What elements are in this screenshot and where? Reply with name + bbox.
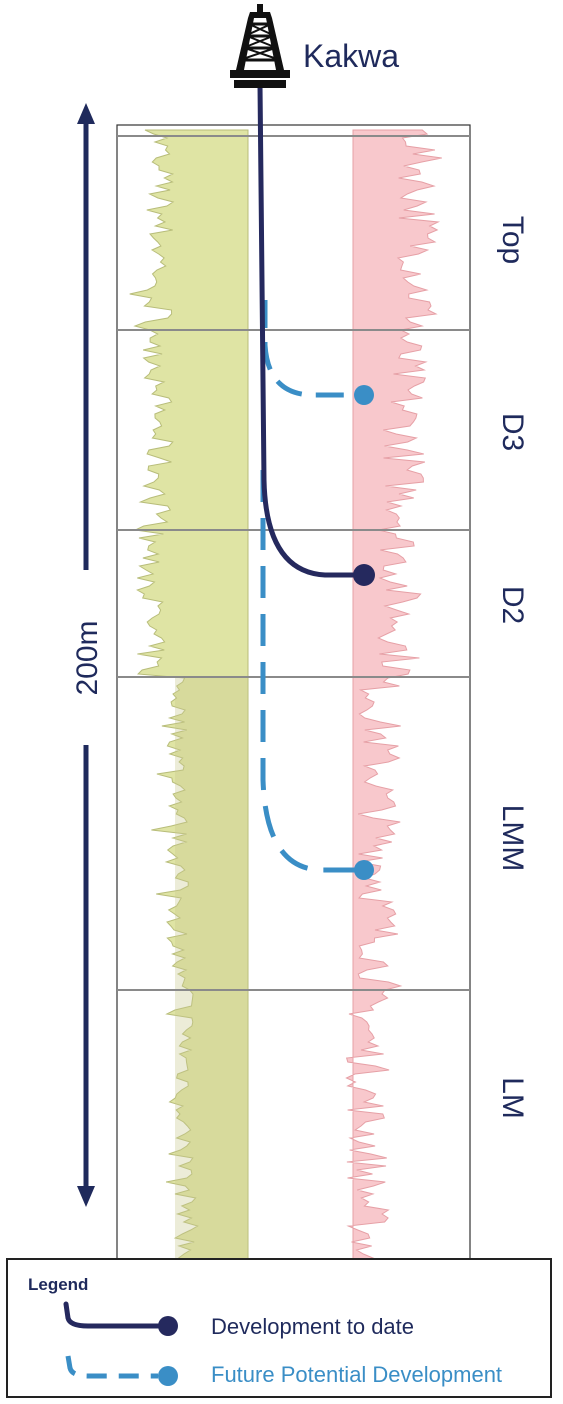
scale-label: 200m [71,620,104,695]
scale-arrow-up-head [77,103,95,124]
resistivity-curve [343,129,442,1385]
future-well-lmm-path [260,470,362,873]
legend-development-label: Development to date [211,1314,414,1339]
legend-svg: Legend Development to date Future Potent… [28,1275,502,1387]
future-wells [260,300,374,880]
zone-label-d3: D3 [496,413,529,451]
zone-label-top: Top [496,216,529,264]
future-well-d3-path [262,300,362,398]
gamma-ray-shade [175,677,248,1357]
zone-label-lm: LM [496,1077,529,1119]
development-well-endpoint [353,564,375,586]
gamma-ray-curve [129,129,249,1385]
legend-panel: Legend Development to date Future Potent… [6,1258,552,1398]
legend-development-dot [158,1316,178,1336]
zone-label-d2: D2 [496,586,529,624]
future-well-d3-endpoint [354,385,374,405]
scale-arrow-down-head [77,1186,95,1207]
future-well-lmm-endpoint [354,860,374,880]
legend-title: Legend [28,1275,88,1294]
depth-scale: 200m [71,103,104,1207]
log-curves [129,129,461,1385]
zone-label-lmm: LMM [496,805,529,872]
development-well [257,82,375,586]
legend-development-swatch [63,1301,161,1329]
well-name-label: Kakwa [303,38,399,74]
drilling-rig-icon [230,4,290,88]
legend-future-swatch [65,1355,158,1379]
legend-future-dot [158,1366,178,1386]
development-well-path [257,82,365,578]
legend-future-label: Future Potential Development [211,1362,502,1387]
